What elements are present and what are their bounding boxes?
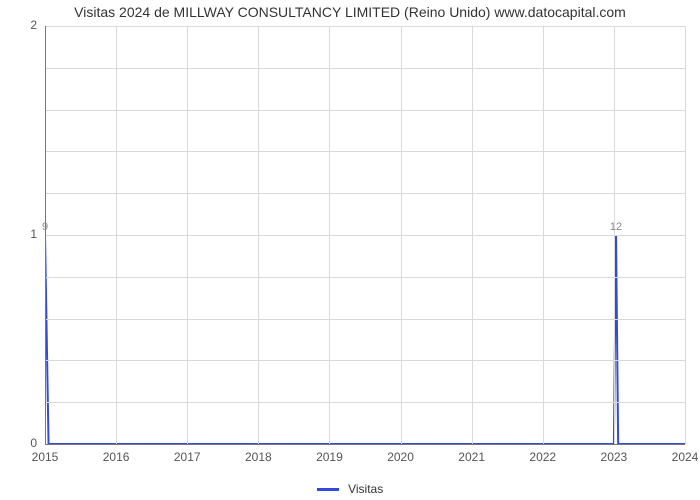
x-tick-label: 2015 — [32, 450, 59, 464]
legend: Visitas — [0, 482, 700, 496]
x-gridline — [329, 26, 330, 444]
y-minor-gridline — [45, 360, 685, 361]
legend-label: Visitas — [348, 482, 383, 496]
x-tick-label: 2021 — [458, 450, 485, 464]
y-minor-gridline — [45, 277, 685, 278]
x-tick-label: 2016 — [103, 450, 130, 464]
x-tick-label: 2020 — [387, 450, 414, 464]
x-gridline — [685, 26, 686, 444]
x-gridline — [258, 26, 259, 444]
y-minor-gridline — [45, 151, 685, 152]
y-minor-gridline — [45, 110, 685, 111]
y-minor-gridline — [45, 68, 685, 69]
chart-title: Visitas 2024 de MILLWAY CONSULTANCY LIMI… — [0, 4, 700, 20]
y-axis-line — [45, 26, 46, 444]
x-gridline — [472, 26, 473, 444]
x-axis-line — [45, 444, 685, 445]
y-tick-label: 0 — [30, 436, 37, 450]
plot-area — [45, 26, 685, 444]
data-point-label: 9 — [42, 221, 48, 233]
x-tick-label: 2024 — [672, 450, 699, 464]
x-gridline — [187, 26, 188, 444]
x-gridline — [401, 26, 402, 444]
y-gridline — [45, 235, 685, 236]
y-minor-gridline — [45, 319, 685, 320]
x-gridline — [543, 26, 544, 444]
x-tick-label: 2018 — [245, 450, 272, 464]
y-gridline — [45, 26, 685, 27]
x-tick-label: 2017 — [174, 450, 201, 464]
chart-container: Visitas 2024 de MILLWAY CONSULTANCY LIMI… — [0, 0, 700, 500]
y-tick-label: 1 — [30, 227, 37, 241]
y-minor-gridline — [45, 402, 685, 403]
legend-swatch — [317, 488, 339, 491]
x-gridline — [614, 26, 615, 444]
x-tick-label: 2022 — [529, 450, 556, 464]
data-point-label: 12 — [610, 221, 622, 233]
y-tick-label: 2 — [30, 18, 37, 32]
x-gridline — [116, 26, 117, 444]
series-line — [45, 235, 685, 444]
x-tick-label: 2023 — [601, 450, 628, 464]
x-tick-label: 2019 — [316, 450, 343, 464]
y-minor-gridline — [45, 193, 685, 194]
